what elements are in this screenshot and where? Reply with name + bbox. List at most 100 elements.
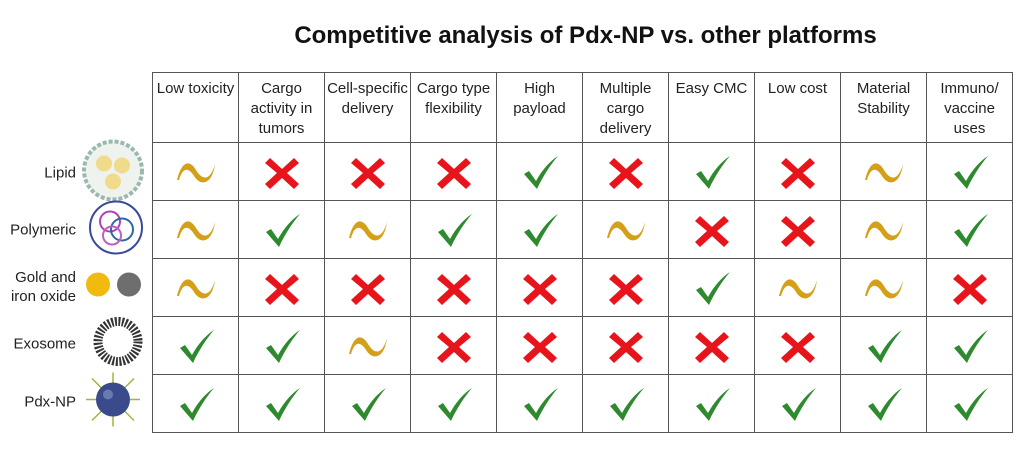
green-check-icon bbox=[695, 155, 730, 189]
rating-cell bbox=[840, 258, 927, 317]
rating-cell bbox=[410, 374, 497, 433]
row-label: Gold and iron oxide bbox=[10, 269, 76, 306]
rating-cell bbox=[926, 258, 1013, 317]
row-label: Pdx-NP bbox=[24, 393, 76, 411]
rating-cell bbox=[926, 374, 1013, 433]
rating-cell bbox=[926, 200, 1013, 259]
rating-cell bbox=[668, 374, 755, 433]
red-x-icon bbox=[350, 273, 385, 305]
rating-cell bbox=[926, 142, 1013, 201]
column-header: Cell-specific delivery bbox=[324, 72, 411, 143]
green-check-icon bbox=[695, 271, 730, 305]
rating-cell bbox=[754, 374, 841, 433]
rating-cell bbox=[410, 316, 497, 375]
exosome-image bbox=[92, 316, 144, 373]
rating-cell bbox=[238, 316, 325, 375]
green-check-icon bbox=[781, 387, 816, 421]
table-row bbox=[152, 200, 1013, 259]
rating-cell bbox=[238, 258, 325, 317]
row-label: Exosome bbox=[13, 335, 76, 353]
rating-cell bbox=[668, 142, 755, 201]
column-header: Material Stability bbox=[840, 72, 927, 143]
green-check-icon bbox=[695, 387, 730, 421]
partial-tilde-icon bbox=[176, 220, 215, 240]
partial-tilde-icon bbox=[606, 220, 645, 240]
rating-cell bbox=[324, 258, 411, 317]
row-header: Pdx-NP bbox=[0, 370, 150, 433]
green-check-icon bbox=[523, 155, 558, 189]
red-x-icon bbox=[436, 331, 471, 363]
pdx-nanoparticle-image bbox=[82, 370, 144, 433]
red-x-icon bbox=[264, 273, 299, 305]
red-x-icon bbox=[350, 157, 385, 189]
green-check-icon bbox=[867, 387, 902, 421]
green-check-icon bbox=[953, 387, 988, 421]
rating-cell bbox=[754, 316, 841, 375]
green-check-icon bbox=[351, 387, 386, 421]
page-title: Competitive analysis of Pdx-NP vs. other… bbox=[294, 22, 877, 49]
rating-cell bbox=[324, 374, 411, 433]
rating-cell bbox=[582, 316, 669, 375]
green-check-icon bbox=[437, 387, 472, 421]
red-x-icon bbox=[522, 331, 557, 363]
rating-cell bbox=[152, 374, 239, 433]
red-x-icon bbox=[436, 157, 471, 189]
rating-cell bbox=[926, 316, 1013, 375]
rating-cell bbox=[324, 316, 411, 375]
green-check-icon bbox=[523, 213, 558, 247]
column-header: Low toxicity bbox=[152, 72, 239, 143]
lipid-nanoparticle-image bbox=[82, 139, 144, 206]
partial-tilde-icon bbox=[864, 220, 903, 240]
partial-tilde-icon bbox=[176, 162, 215, 182]
table-row bbox=[152, 316, 1013, 375]
column-header: Low cost bbox=[754, 72, 841, 143]
row-header: Exosome bbox=[0, 316, 150, 373]
red-x-icon bbox=[608, 157, 643, 189]
rating-cell bbox=[754, 258, 841, 317]
green-check-icon bbox=[179, 387, 214, 421]
partial-tilde-icon bbox=[864, 162, 903, 182]
rating-cell bbox=[410, 258, 497, 317]
column-header: Easy CMC bbox=[668, 72, 755, 143]
green-check-icon bbox=[265, 387, 300, 421]
rating-cell bbox=[840, 316, 927, 375]
table-row bbox=[152, 258, 1013, 317]
rating-cell bbox=[152, 200, 239, 259]
green-check-icon bbox=[265, 213, 300, 247]
rating-cell bbox=[152, 142, 239, 201]
row-header: Gold and iron oxide bbox=[0, 259, 150, 316]
rating-cell bbox=[496, 258, 583, 317]
green-check-icon bbox=[437, 213, 472, 247]
rating-cell bbox=[840, 200, 927, 259]
column-header: Immuno/ vaccine uses bbox=[926, 72, 1013, 143]
column-header: Cargo activity in tumors bbox=[238, 72, 325, 143]
red-x-icon bbox=[780, 331, 815, 363]
column-header: Multiple cargo delivery bbox=[582, 72, 669, 143]
rating-cell bbox=[410, 200, 497, 259]
red-x-icon bbox=[608, 273, 643, 305]
row-header: Polymeric bbox=[0, 199, 150, 260]
rating-cell bbox=[152, 258, 239, 317]
green-check-icon bbox=[179, 329, 214, 363]
row-label: Lipid bbox=[44, 164, 76, 181]
rating-cell bbox=[324, 200, 411, 259]
partial-tilde-icon bbox=[176, 278, 215, 298]
red-x-icon bbox=[436, 273, 471, 305]
polymeric-nanoparticle-image bbox=[88, 199, 144, 260]
rating-cell bbox=[496, 316, 583, 375]
row-header: Lipid bbox=[0, 139, 150, 201]
table-row bbox=[152, 374, 1013, 433]
partial-tilde-icon bbox=[778, 278, 817, 298]
partial-tilde-icon bbox=[348, 336, 387, 356]
rating-cell bbox=[238, 142, 325, 201]
rating-cell bbox=[496, 374, 583, 433]
rating-cell bbox=[668, 200, 755, 259]
row-label: Polymeric bbox=[10, 221, 76, 239]
red-x-icon bbox=[694, 215, 729, 247]
red-x-icon bbox=[780, 215, 815, 247]
red-x-icon bbox=[694, 331, 729, 363]
red-x-icon bbox=[522, 273, 557, 305]
rating-cell bbox=[582, 374, 669, 433]
green-check-icon bbox=[265, 329, 300, 363]
comparison-table: Low toxicity Cargo activity in tumors Cell… bbox=[152, 72, 1013, 433]
